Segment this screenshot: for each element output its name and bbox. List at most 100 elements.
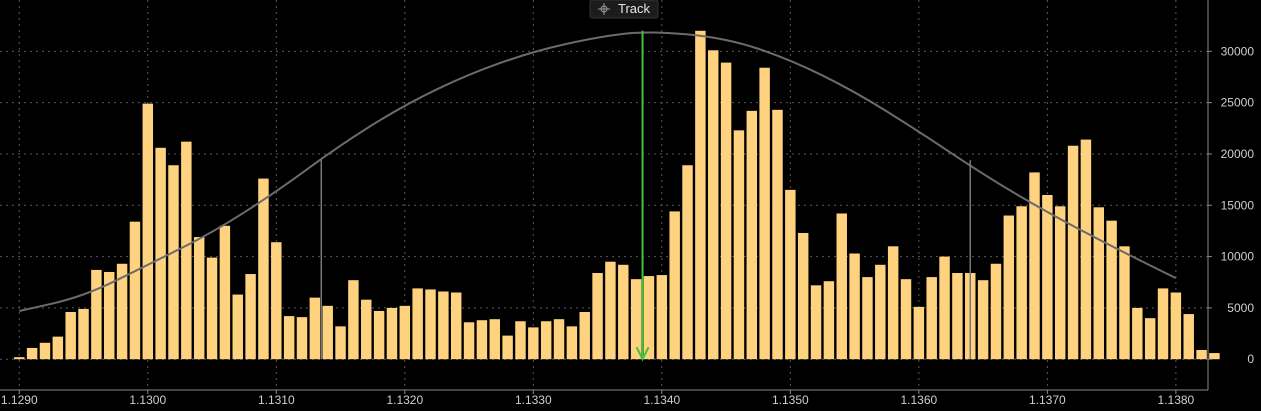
x-tick-label: 1.1290 bbox=[1, 393, 38, 407]
volume-bar bbox=[900, 279, 912, 360]
volume-bar bbox=[425, 289, 436, 360]
volume-bar bbox=[1170, 292, 1182, 360]
volume-bar bbox=[39, 342, 51, 360]
std-dev-lines bbox=[320, 160, 972, 360]
volume-bar bbox=[952, 273, 963, 360]
volume-bar bbox=[1196, 349, 1207, 360]
y-tick-label: 20000 bbox=[1221, 147, 1255, 161]
y-tick-label: 30000 bbox=[1221, 44, 1255, 58]
volume-bar bbox=[322, 305, 333, 360]
volume-bar bbox=[104, 271, 115, 360]
volume-bar bbox=[361, 299, 372, 360]
volume-bar bbox=[759, 67, 770, 360]
volume-bar bbox=[78, 308, 89, 360]
volume-bar bbox=[463, 322, 475, 360]
volume-bar bbox=[1029, 172, 1040, 360]
volume-bar bbox=[1144, 318, 1156, 360]
volume-bar bbox=[630, 279, 642, 360]
volume-bar bbox=[348, 280, 359, 360]
volume-bar bbox=[823, 281, 835, 360]
crosshair-icon bbox=[598, 3, 610, 15]
volume-bar bbox=[875, 264, 886, 360]
volume-bar bbox=[656, 275, 668, 360]
volume-bar bbox=[862, 277, 873, 360]
volume-bar bbox=[1157, 288, 1169, 360]
y-tick-label: 25000 bbox=[1221, 96, 1255, 110]
volume-bar bbox=[772, 109, 783, 360]
volume-bar bbox=[720, 62, 732, 360]
y-tick-label: 5000 bbox=[1227, 301, 1254, 315]
volume-bar bbox=[887, 246, 899, 360]
volume-bar bbox=[219, 225, 231, 360]
current-price-marker bbox=[635, 30, 650, 362]
volume-bar bbox=[785, 189, 796, 360]
volume-bar bbox=[810, 285, 822, 360]
volume-bar bbox=[1183, 314, 1194, 360]
volume-bar bbox=[258, 178, 269, 360]
x-axis-ticks: 1.1290 1.1300 1.1310 1.1320 1.1330 1.1340 1.13… bbox=[1, 390, 1195, 407]
volume-bar bbox=[142, 103, 154, 360]
volume-bar bbox=[605, 261, 616, 360]
x-tick-label: 1.1310 bbox=[258, 393, 295, 407]
volume-bar bbox=[232, 294, 243, 360]
volume-bar bbox=[116, 263, 128, 360]
volume-bar bbox=[502, 335, 513, 360]
volume-bar bbox=[515, 321, 526, 360]
volume-bar bbox=[1067, 145, 1079, 360]
volume-bar bbox=[553, 319, 565, 360]
volume-bar bbox=[643, 276, 655, 360]
volume-bar bbox=[618, 264, 629, 360]
volume-bar bbox=[65, 312, 76, 360]
volume-bar bbox=[193, 237, 205, 360]
x-tick-label: 1.1340 bbox=[643, 393, 680, 407]
volume-bar bbox=[245, 274, 256, 360]
volume-bar bbox=[939, 256, 950, 360]
volume-bar bbox=[1054, 206, 1066, 360]
volume-bar bbox=[797, 232, 809, 360]
x-tick-label: 1.1330 bbox=[515, 393, 552, 407]
track-button[interactable]: Track bbox=[589, 0, 659, 19]
volume-bar bbox=[926, 277, 937, 360]
volume-bar bbox=[579, 312, 590, 360]
volume-bar bbox=[849, 253, 860, 360]
volume-bar bbox=[682, 165, 693, 360]
volume-bar bbox=[386, 307, 398, 360]
volume-bar bbox=[26, 347, 38, 360]
x-tick-label: 1.1360 bbox=[900, 393, 937, 407]
y-tick-label: 10000 bbox=[1221, 250, 1255, 264]
volume-bar bbox=[450, 292, 462, 360]
volume-bar bbox=[52, 336, 64, 360]
volume-bar bbox=[1042, 195, 1053, 360]
volume-bar bbox=[1132, 307, 1143, 360]
volume-bar bbox=[708, 50, 719, 360]
volume-bar bbox=[836, 213, 847, 360]
volume-bar bbox=[1119, 246, 1130, 360]
volume-bar bbox=[206, 257, 218, 360]
volume-bar bbox=[566, 326, 578, 360]
volume-bar bbox=[913, 306, 925, 360]
volume-bar bbox=[296, 317, 308, 360]
arrow-down-icon bbox=[635, 346, 650, 362]
volume-bar bbox=[540, 321, 552, 360]
volume-bar bbox=[1080, 139, 1092, 360]
volume-bar bbox=[1003, 215, 1015, 360]
volume-bar bbox=[977, 280, 989, 360]
volume-bar bbox=[476, 320, 488, 360]
volume-bar bbox=[91, 269, 102, 360]
volume-bar bbox=[489, 319, 500, 360]
y-tick-label: 0 bbox=[1247, 352, 1254, 366]
volume-bar bbox=[1106, 220, 1117, 360]
x-tick-label: 1.1380 bbox=[1158, 393, 1195, 407]
volume-bar bbox=[14, 357, 25, 360]
volume-bar bbox=[335, 326, 346, 360]
volume-bar bbox=[990, 263, 1002, 360]
volume-bar bbox=[181, 141, 192, 360]
volume-bar bbox=[528, 327, 539, 360]
volume-bar bbox=[1209, 353, 1220, 360]
distribution-curve bbox=[19, 31, 1177, 312]
volume-bar bbox=[271, 242, 282, 360]
track-label: Track bbox=[618, 1, 651, 16]
volume-bar bbox=[399, 305, 411, 360]
x-tick-label: 1.1350 bbox=[772, 393, 809, 407]
